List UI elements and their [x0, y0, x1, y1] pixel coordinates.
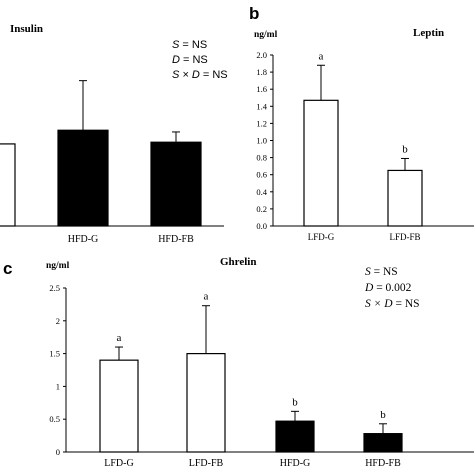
insulin-bar — [150, 141, 202, 227]
leptin-categories: LFD-G LFD-FB — [308, 232, 421, 242]
insulin-stat-line: S = NS — [172, 39, 207, 51]
insulin-panel: Insulin S = NSD = NSS × D = NS FBHFD-GHF… — [0, 23, 228, 245]
leptin-bar — [303, 99, 339, 227]
ghrelin-significance-letter: a — [204, 291, 209, 303]
insulin-category-label: HFD-G — [68, 234, 99, 245]
ghrelin-significance-letter: a — [117, 332, 122, 344]
ghrelin-category-label: HFD-FB — [365, 458, 401, 469]
ghrelin-y-ticks: 0 0.5 1 1.5 2 2.5 — [49, 283, 66, 457]
ghrelin-categories: LFD-G LFD-FB HFD-G HFD-FB — [104, 458, 401, 469]
leptin-panel: b ng/ml Leptin 0.0 0.2 0.4 0.6 0.8 1.0 1.2 1.4 1… — [249, 4, 474, 242]
leptin-y-unit: ng/ml — [254, 30, 278, 40]
ghrelin-bar — [275, 420, 315, 453]
leptin-y-tick-label: 1.6 — [256, 84, 267, 94]
leptin-y-tick-label: 1.8 — [256, 67, 267, 77]
leptin-y-tick-label: 0.2 — [256, 204, 267, 214]
ghrelin-bar — [363, 433, 403, 453]
leptin-y-tick-label: 1.2 — [256, 118, 267, 128]
insulin-stat-line: D = NS — [172, 54, 208, 66]
leptin-y-ticks: 0.0 0.2 0.4 0.6 0.8 1.0 1.2 1.4 1.6 1.8 2.0 — [256, 50, 273, 231]
leptin-significance-letter: a — [319, 50, 324, 62]
ghrelin-panel: c ng/ml Ghrelin S = NS D = 0.002 S × D = N… — [3, 256, 474, 469]
leptin-y-tick-label: 1.4 — [256, 101, 267, 111]
leptin-category-label: LFD-G — [308, 232, 335, 242]
ghrelin-significance-letter: b — [292, 396, 298, 408]
insulin-bar — [0, 143, 16, 227]
ghrelin-y-tick-label: 0 — [56, 447, 60, 457]
ghrelin-bar — [186, 353, 226, 453]
leptin-panel-letter: b — [249, 4, 259, 23]
ghrelin-significance-letter: b — [380, 409, 386, 421]
leptin-significance-letter: b — [402, 143, 408, 155]
leptin-y-tick-label: 0.0 — [256, 221, 267, 231]
ghrelin-stats: S = NS D = 0.002 S × D = NS — [364, 266, 420, 310]
ghrelin-y-unit: ng/ml — [46, 261, 70, 271]
ghrelin-stat-line: S × D = NS — [365, 298, 420, 310]
leptin-y-tick-label: 2.0 — [256, 50, 267, 60]
leptin-bar — [387, 169, 423, 227]
leptin-y-tick-label: 1.0 — [256, 136, 267, 146]
leptin-category-label: LFD-FB — [389, 232, 420, 242]
leptin-title: Leptin — [413, 27, 444, 39]
leptin-y-tick-label: 0.8 — [256, 153, 267, 163]
ghrelin-category-label: HFD-G — [280, 458, 311, 469]
ghrelin-y-tick-label: 0.5 — [49, 414, 60, 424]
ghrelin-category-label: LFD-G — [104, 458, 133, 469]
ghrelin-panel-letter: c — [3, 259, 12, 278]
ghrelin-bars: a a b b — [99, 291, 403, 453]
ghrelin-y-tick-label: 2 — [56, 316, 60, 326]
ghrelin-stat-line: D = 0.002 — [364, 282, 412, 294]
leptin-y-tick-label: 0.4 — [256, 187, 267, 197]
ghrelin-y-tick-label: 1.5 — [49, 349, 60, 359]
ghrelin-stat-line: S = NS — [365, 266, 398, 278]
insulin-bar — [57, 129, 109, 227]
insulin-category-label: HFD-FB — [158, 234, 194, 245]
ghrelin-title: Ghrelin — [220, 256, 256, 268]
ghrelin-y-tick-label: 1 — [56, 381, 60, 391]
leptin-y-tick-label: 0.6 — [256, 170, 267, 180]
insulin-stat-line: S × D = NS — [172, 69, 228, 81]
insulin-title: Insulin — [10, 23, 43, 35]
ghrelin-category-label: LFD-FB — [189, 458, 224, 469]
leptin-bars: ab — [303, 50, 423, 227]
insulin-bars — [0, 80, 202, 227]
ghrelin-y-tick-label: 2.5 — [49, 283, 60, 293]
ghrelin-bar — [99, 359, 139, 453]
insulin-stats: S = NS D = NS S × D = NS — [172, 39, 228, 81]
